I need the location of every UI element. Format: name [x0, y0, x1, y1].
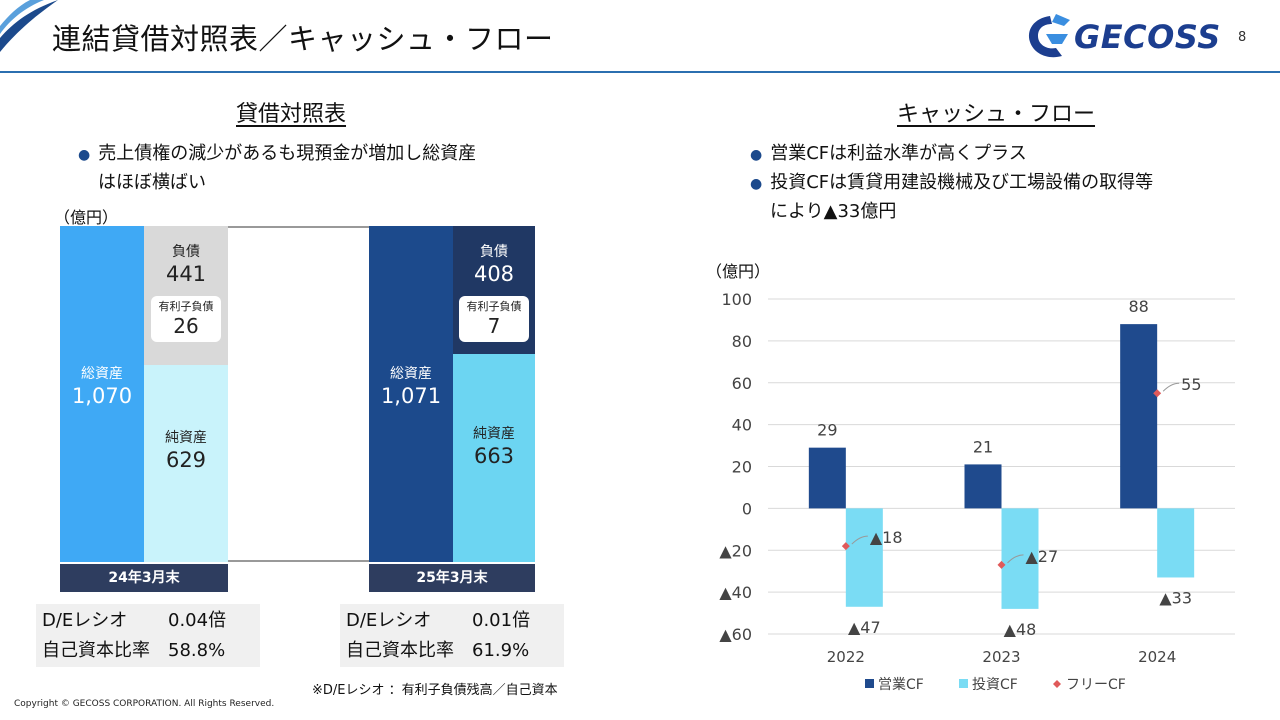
chart-unit-label: （億円）	[706, 262, 771, 281]
bullet-dot-icon: ●	[750, 147, 763, 163]
legend-label: 営業CF	[878, 677, 924, 693]
de-ratio-label: D/Eレシオ	[42, 610, 128, 631]
legend-marker-free-cf	[1053, 680, 1061, 688]
bullet-text: 営業CFは利益水準が高くプラス	[770, 143, 1027, 164]
investing-cf-data-label: ▲47	[848, 618, 881, 637]
de-ratio-value: 0.04倍	[168, 610, 227, 631]
gecoss-logo	[1028, 14, 1070, 58]
cash-flow-bullets: ● 営業CFは利益水準が高くプラス ● 投資CFは賃貸用建設機械及び工場設備の取得等…	[750, 140, 1250, 225]
equity-ratio-row: 自己資本比率 61.9%	[340, 636, 564, 666]
header-divider	[0, 71, 1280, 73]
y-tick-label: ▲40	[719, 583, 752, 602]
y-tick-label: 20	[732, 458, 752, 477]
x-category-label: 2023	[982, 648, 1020, 666]
operating-cf-bar	[964, 464, 1002, 509]
free-cf-leader-line	[1007, 554, 1024, 564]
free-cf-data-label: 55	[1181, 375, 1201, 394]
header-decoration	[0, 0, 58, 52]
free-cf-marker	[1153, 389, 1162, 398]
operating-cf-bar	[1120, 324, 1158, 509]
liabilities-label-2024: 負債 441	[165, 244, 207, 286]
equity-label-2025: 純資産 663	[473, 426, 515, 468]
balance-sheet-title: 貸借対照表	[236, 102, 347, 127]
x-category-label: 2024	[1138, 648, 1176, 666]
ratio-box-2024: D/Eレシオ 0.04倍 自己資本比率 58.8%	[36, 604, 260, 667]
equity-ratio-label: 自己資本比率	[42, 640, 150, 661]
de-ratio-row: D/Eレシオ 0.04倍	[36, 606, 260, 636]
equity-ratio-value: 58.8%	[168, 640, 226, 661]
investing-cf-bar	[845, 508, 883, 607]
copyright: Copyright © GECOSS CORPORATION. All Righ…	[14, 699, 275, 709]
y-tick-label: 80	[732, 332, 752, 351]
free-cf-marker	[841, 542, 850, 551]
legend-swatch	[865, 679, 874, 688]
logo-text: GECOSS	[1074, 18, 1221, 56]
legend-label: フリーCF	[1066, 677, 1126, 693]
investing-cf-bar	[1001, 508, 1039, 609]
operating-cf-data-label: 21	[973, 437, 993, 456]
legend-swatch	[959, 679, 968, 688]
period-label-2025: 25年3月末	[369, 564, 535, 592]
bullet-text: 投資CFは賃貸用建設機械及び工場設備の取得等	[770, 172, 1154, 193]
cash-flow-chart: 100 80 60 40 20 0 ▲20 ▲40 ▲60 29 ▲47 ▲18 2022 21 ▲48 ▲2…	[719, 290, 1235, 693]
de-ratio-row: D/Eレシオ 0.01倍	[340, 606, 564, 636]
de-ratio-value: 0.01倍	[472, 610, 531, 631]
operating-cf-data-label: 29	[817, 421, 837, 440]
y-tick-label: 60	[732, 374, 752, 393]
debt-pill-2025: 有利子負債 7	[459, 296, 529, 342]
bullet-dot-icon: ●	[750, 176, 763, 192]
bullet-text: により▲33億円	[770, 201, 897, 222]
legend-label: 投資CF	[972, 677, 1018, 693]
debt-pill-2024: 有利子負債 26	[151, 296, 221, 342]
y-tick-label: ▲60	[719, 625, 752, 644]
investing-cf-data-label: ▲33	[1159, 588, 1192, 607]
y-tick-label: 100	[721, 290, 752, 309]
equity-bar-2025	[453, 354, 535, 562]
total-assets-bar-2024	[60, 226, 144, 562]
de-ratio-label: D/Eレシオ	[346, 610, 432, 631]
equity-ratio-label: 自己資本比率	[346, 640, 454, 661]
bs-connector	[228, 226, 370, 562]
y-tick-label: 40	[732, 416, 752, 435]
investing-cf-bar	[1157, 508, 1195, 578]
investing-cf-data-label: ▲48	[1004, 620, 1037, 639]
cash-flow-title: キャッシュ・フロー	[897, 102, 1096, 127]
de-ratio-footnote: ※D/Eレシオ ：有利子負債残高／自己資本	[312, 683, 558, 698]
operating-cf-bar	[808, 447, 846, 509]
free-cf-leader-line	[1162, 382, 1180, 392]
free-cf-marker	[997, 560, 1006, 569]
ratio-box-2025: D/Eレシオ 0.01倍 自己資本比率 61.9%	[340, 604, 564, 667]
total-assets-label-2025: 総資産 1,071	[380, 366, 442, 408]
operating-cf-data-label: 88	[1128, 297, 1148, 316]
page-title: 連結貸借対照表／キャッシュ・フロー	[52, 22, 554, 56]
y-tick-label: ▲20	[719, 541, 752, 560]
page-number: 8	[1238, 30, 1247, 45]
equity-label-2024: 純資産 629	[165, 430, 207, 472]
y-tick-label: 0	[742, 499, 752, 518]
bullet-text: はほぼ横ばい	[98, 172, 206, 193]
equity-ratio-value: 61.9%	[472, 640, 530, 661]
bs-unit-label: （億円）	[54, 208, 119, 227]
equity-bar-2024	[144, 365, 228, 562]
bullet-text: 売上債権の減少があるも現預金が増加し総資産	[98, 143, 477, 164]
period-label-2024: 24年3月末	[60, 564, 228, 592]
total-assets-bar-2025	[369, 226, 453, 562]
x-category-label: 2022	[827, 648, 865, 666]
free-cf-leader-line	[851, 535, 868, 545]
free-cf-data-label: ▲27	[1026, 547, 1059, 566]
free-cf-data-label: ▲18	[870, 528, 903, 547]
bullet-dot-icon: ●	[78, 147, 91, 163]
liabilities-label-2025: 負債 408	[473, 244, 515, 286]
balance-sheet-bullet: ● 売上債権の減少があるも現預金が増加し総資産 はほぼ横ばい	[78, 140, 558, 196]
equity-ratio-row: 自己資本比率 58.8%	[36, 636, 260, 666]
total-assets-label-2024: 総資産 1,070	[71, 366, 133, 408]
